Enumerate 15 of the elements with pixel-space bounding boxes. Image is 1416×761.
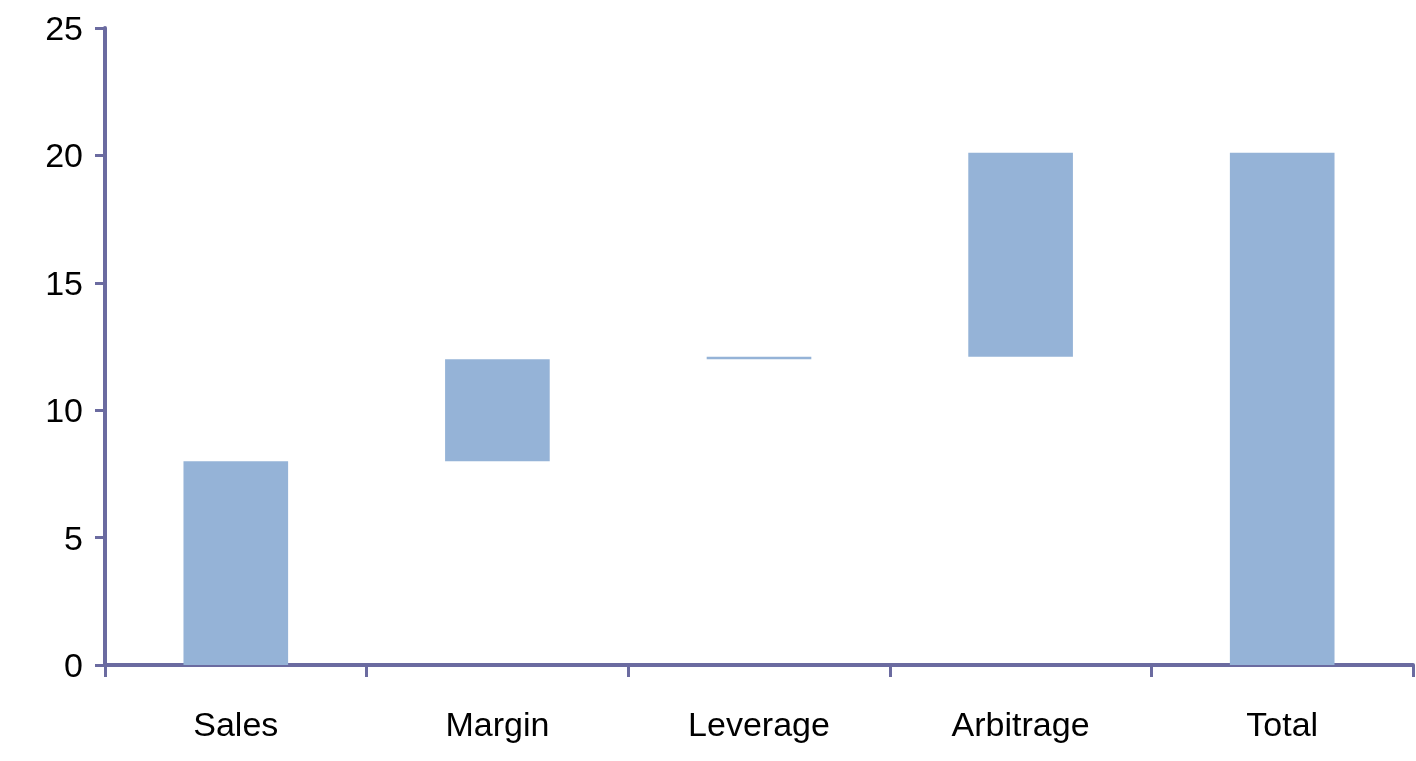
y-tick-label: 10 (45, 391, 83, 430)
x-tick-label: Margin (445, 705, 550, 743)
y-tick-label: 0 (64, 646, 83, 684)
bar (445, 359, 550, 462)
x-tick-label: Leverage (688, 705, 830, 743)
x-tick-label: Sales (193, 705, 279, 743)
y-tick-label: 25 (45, 9, 83, 47)
bar (1229, 152, 1335, 665)
x-tick-label: Total (1246, 705, 1319, 743)
bar (183, 461, 289, 665)
y-tick-label: 15 (45, 263, 83, 302)
bar (968, 152, 1073, 357)
x-tick-label: Arbitrage (951, 705, 1090, 743)
y-tick-label: 20 (45, 136, 83, 175)
y-tick-label: 5 (64, 518, 83, 557)
